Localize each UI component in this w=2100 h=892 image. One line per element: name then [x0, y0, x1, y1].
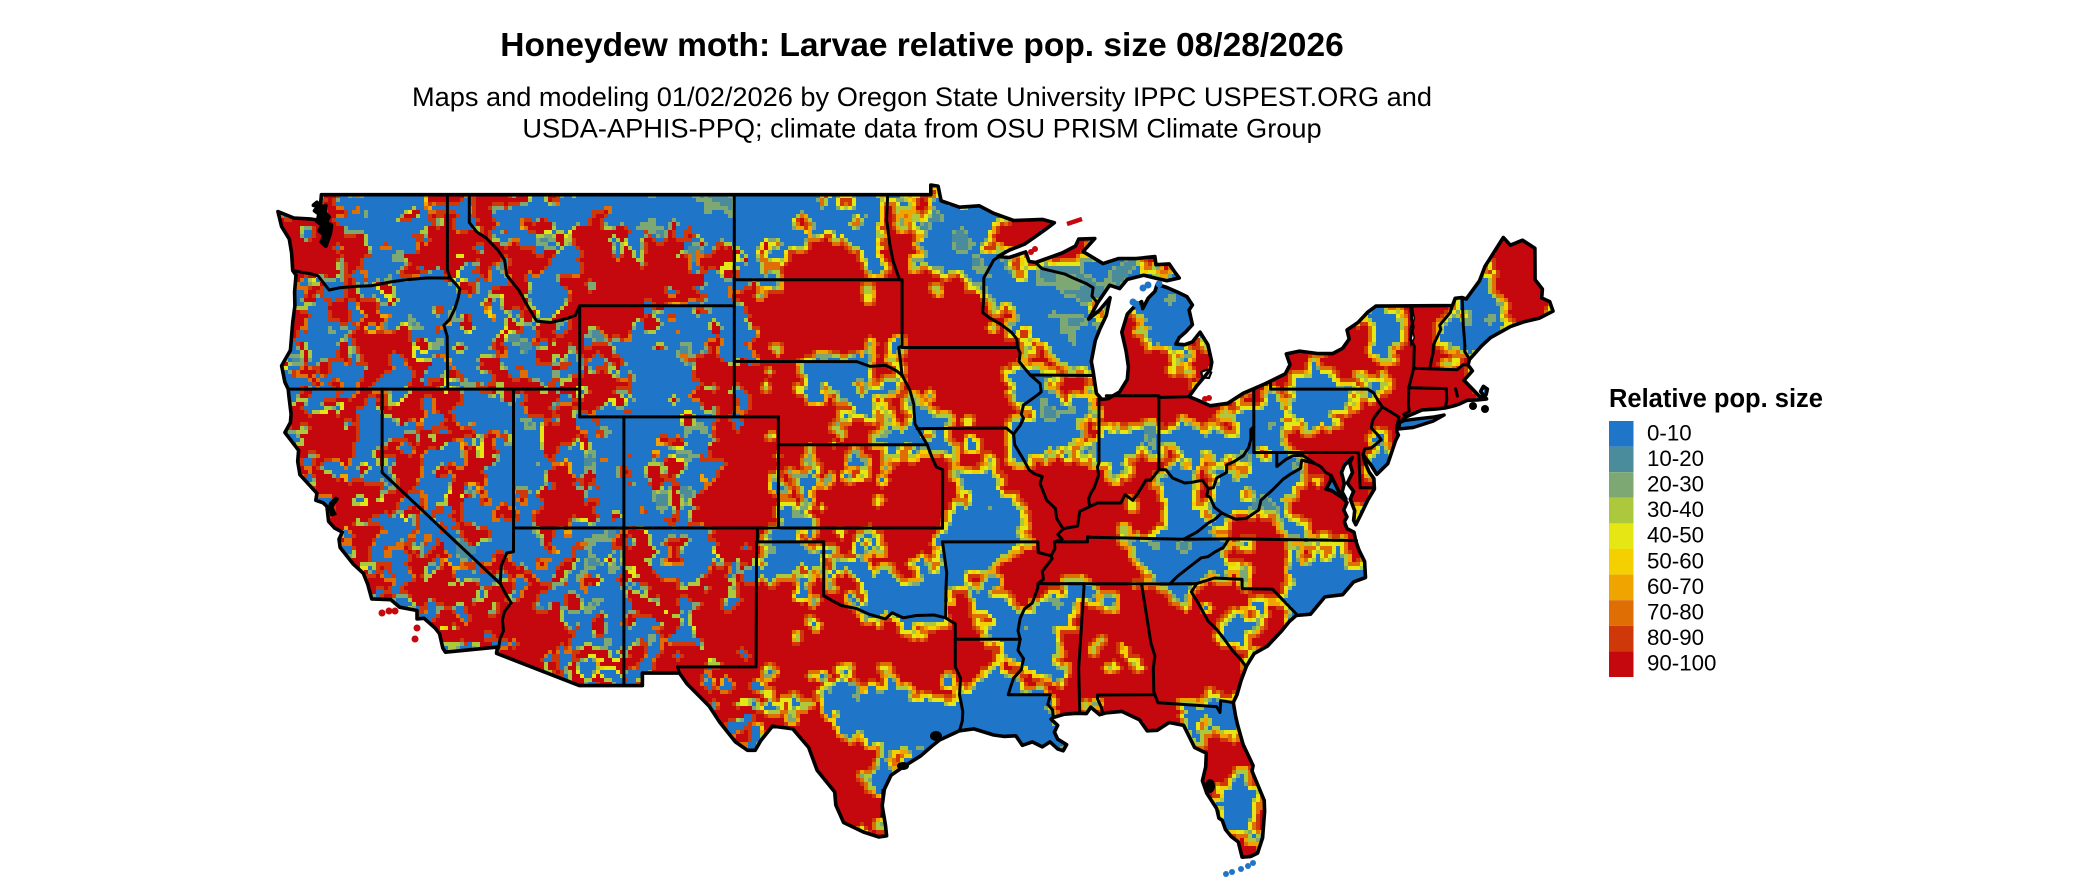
- svg-text:70-80: 70-80: [1647, 600, 1704, 625]
- svg-text:50-60: 50-60: [1647, 548, 1704, 573]
- svg-text:Maps and modeling 01/02/2026 b: Maps and modeling 01/02/2026 by Oregon S…: [412, 81, 1432, 112]
- svg-text:40-50: 40-50: [1647, 523, 1704, 548]
- svg-text:60-70: 60-70: [1647, 574, 1704, 599]
- svg-text:30-40: 30-40: [1647, 497, 1704, 522]
- svg-text:0-10: 0-10: [1647, 420, 1692, 445]
- svg-text:20-30: 20-30: [1647, 472, 1704, 497]
- svg-text:10-20: 10-20: [1647, 446, 1704, 471]
- svg-text:90-100: 90-100: [1647, 651, 1716, 676]
- svg-text:Honeydew moth: Larvae relative: Honeydew moth: Larvae relative pop. size…: [500, 27, 1343, 64]
- svg-text:USDA-APHIS-PPQ; climate data f: USDA-APHIS-PPQ; climate data from OSU PR…: [522, 113, 1321, 144]
- svg-text:80-90: 80-90: [1647, 625, 1704, 650]
- svg-text:Relative pop. size: Relative pop. size: [1609, 385, 1823, 413]
